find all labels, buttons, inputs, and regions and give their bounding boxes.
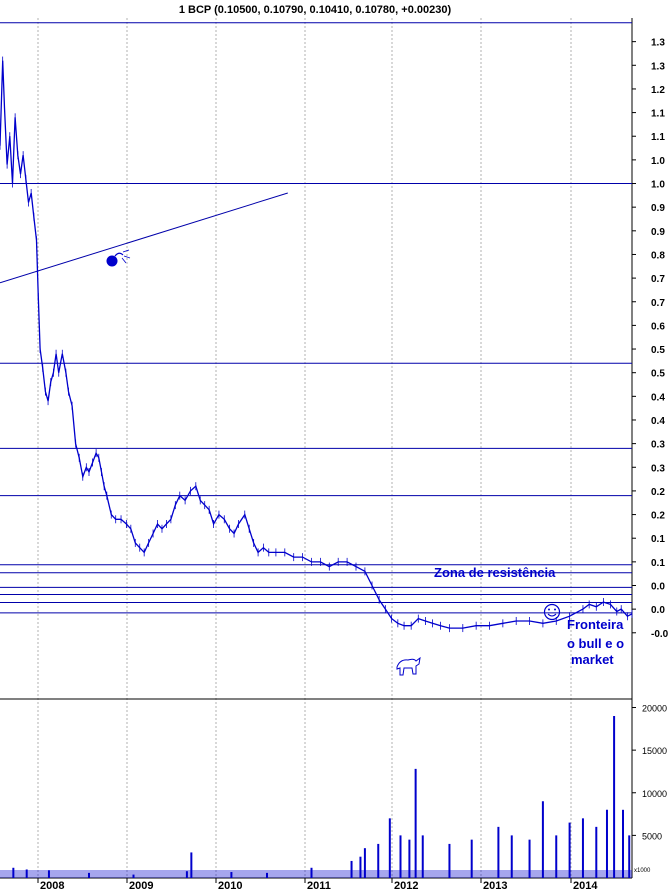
price-tick-label-7: 0.9 <box>651 203 665 214</box>
price-tick-label-21: 0.1 <box>651 534 665 545</box>
trendline-segment <box>0 192 288 284</box>
price-tick-label-9: 0.8 <box>651 250 665 261</box>
volume-tick-label-1: 15000 <box>642 746 667 756</box>
price-tick-label-20: 0.2 <box>651 511 665 522</box>
volume-baseline-band <box>0 870 632 878</box>
price-tick-label-23: 0.0 <box>651 582 665 593</box>
price-tick-label-8: 0.9 <box>651 227 665 238</box>
price-axis: 1.3 1.3 1.2 1.1 1.1 1.0 1.0 0.9 0.9 0.8 0.7 0.7 0.6 0… <box>632 38 668 640</box>
annotation-frontier-line3: market <box>571 652 614 667</box>
trendline <box>0 192 288 284</box>
price-tick-label-13: 0.5 <box>651 345 665 356</box>
x-tick-label-2008: 2008 <box>40 880 64 891</box>
annotation-resistance: Zona de resistência <box>434 565 556 580</box>
price-series <box>0 56 633 633</box>
price-tick-label-19: 0.2 <box>651 487 665 498</box>
price-tick-label-0: 1.3 <box>651 38 665 49</box>
x-tick-label-2009: 2009 <box>129 880 153 891</box>
price-tick-label-10: 0.7 <box>651 274 665 285</box>
price-tick-label-11: 0.7 <box>651 298 665 309</box>
price-tick-label-12: 0.6 <box>651 321 665 332</box>
price-tick-label-6: 1.0 <box>651 180 665 191</box>
price-tick-label-4: 1.1 <box>651 132 665 143</box>
chart-title: 1 BCP (0.10500, 0.10790, 0.10410, 0.1078… <box>179 4 452 16</box>
annotation-frontier-line1: Fronteira <box>567 617 624 632</box>
volume-tick-label-0: 20000 <box>642 704 667 714</box>
price-tick-label-14: 0.5 <box>651 369 665 380</box>
x-tick-label-2014: 2014 <box>573 880 598 891</box>
bear-icon <box>396 656 421 676</box>
price-tick-label-16: 0.4 <box>651 416 665 427</box>
annotation-frontier-line2: o bull e o <box>567 636 624 651</box>
price-tick-label-25: -0.0 <box>651 629 668 640</box>
price-tick-label-18: 0.3 <box>651 463 665 474</box>
smiley-icon <box>543 603 561 621</box>
volume-series <box>0 716 632 878</box>
price-tick-label-17: 0.3 <box>651 440 665 451</box>
volume-axis: 20000 15000 10000 5000 <box>632 704 667 841</box>
x-tick-label-2013: 2013 <box>483 880 507 891</box>
price-tick-label-3: 1.1 <box>651 109 665 120</box>
x-tick-label-2012: 2012 <box>394 880 418 891</box>
x-tick-label-2010: 2010 <box>218 880 242 891</box>
volume-scale-label: x1000 <box>634 868 651 874</box>
price-tick-label-1: 1.3 <box>651 61 665 72</box>
price-tick-label-24: 0.0 <box>651 605 665 616</box>
bomb-icon <box>106 249 131 267</box>
price-tick-label-2: 1.2 <box>651 85 665 96</box>
volume-tick-label-3: 5000 <box>642 831 662 841</box>
time-axis: 2008 2009 2010 2011 2012 2013 2014 <box>37 878 598 891</box>
horizontal-lines <box>0 22 632 614</box>
volume-tick-label-2: 10000 <box>642 789 667 799</box>
price-line <box>0 60 633 629</box>
price-tick-label-22: 0.1 <box>651 558 665 569</box>
price-tick-label-5: 1.0 <box>651 156 665 167</box>
x-tick-label-2011: 2011 <box>307 880 331 891</box>
price-tick-label-15: 0.4 <box>651 392 665 403</box>
